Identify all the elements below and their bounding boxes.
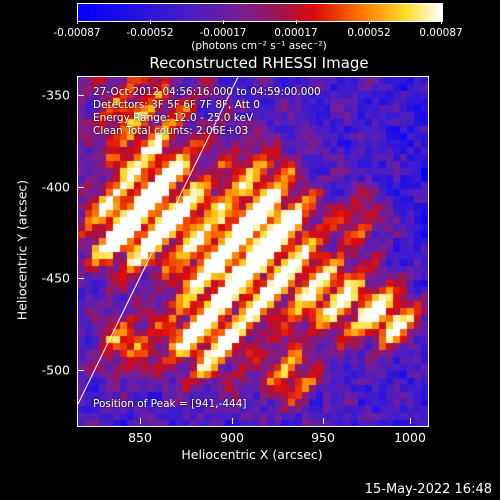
- y-tickmark: [78, 187, 84, 188]
- date-stamp: 15-May-2022 16:48: [364, 482, 492, 497]
- colorbar-tickmark: [223, 20, 224, 24]
- colorbar: [77, 3, 443, 22]
- plot-title: Reconstructed RHESSI Image: [149, 54, 369, 72]
- colorbar-tickmark: [369, 20, 370, 24]
- rhessi-image-heatmap: [78, 77, 428, 426]
- colorbar-tick-label: -0.00052: [126, 27, 174, 39]
- colorbar-tickmark: [441, 20, 442, 24]
- y-tickmark: [78, 370, 84, 371]
- detectors-text: Detectors: 3F 5F 6F 7F 8F, Att 0: [93, 99, 260, 111]
- y-tick-label: -400: [41, 179, 70, 195]
- y-tickmark: [78, 278, 84, 279]
- x-tick-label: 900: [220, 430, 244, 445]
- x-tick-label: 950: [311, 430, 335, 445]
- clean-counts-text: Clean Total counts: 2.06E+03: [93, 125, 249, 137]
- colorbar-tickmark: [77, 20, 78, 24]
- x-tickmark: [232, 418, 233, 424]
- y-tick-label: -500: [41, 362, 70, 378]
- x-tickmark: [140, 418, 141, 424]
- image-plot: [77, 76, 429, 427]
- y-axis-label: Heliocentric Y (arcsec): [14, 179, 30, 321]
- y-tickmark: [78, 95, 84, 96]
- energy-range-text: Energy Range: 12.0 - 25.0 keV: [93, 112, 254, 124]
- x-tickmark: [410, 418, 411, 424]
- colorbar-tickmark: [150, 20, 151, 24]
- colorbar-tick-label: 0.00087: [419, 27, 463, 39]
- colorbar-units: (photons cm⁻² s⁻¹ asec⁻²): [191, 40, 327, 52]
- colorbar-tick-label: 0.00052: [347, 27, 391, 39]
- colorbar-tick-label: 0.00017: [274, 27, 318, 39]
- plot-overlay: [78, 77, 239, 405]
- colorbar-tickmark: [296, 20, 297, 24]
- time-range-text: 27-Oct-2012 04:56:16.000 to 04:59:00.000: [93, 86, 321, 98]
- x-tickmark: [323, 418, 324, 424]
- y-tick-label: -450: [41, 270, 70, 286]
- y-tick-label: -350: [41, 87, 70, 103]
- x-tick-label: 1000: [394, 430, 426, 445]
- peak-position-text: Position of Peak = [941,-444]: [93, 398, 247, 410]
- colorbar-tick-label: -0.00017: [199, 27, 247, 39]
- x-tick-label: 850: [128, 430, 152, 445]
- x-axis-label: Heliocentric X (arcsec): [181, 447, 323, 462]
- solar-limb-line: [78, 77, 239, 405]
- colorbar-tick-label: -0.00087: [53, 27, 101, 39]
